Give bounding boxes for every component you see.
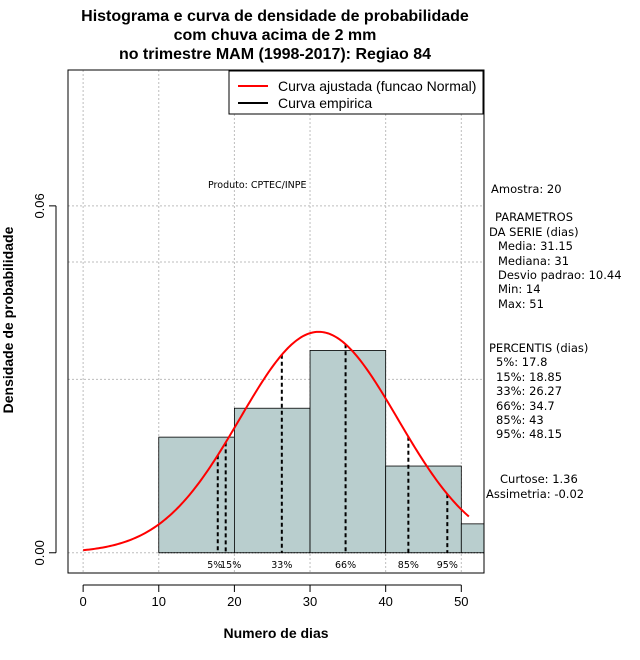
percentile-label: 95% [437,560,458,571]
chart-title-line-2: com chuva acima de 2 mm [174,27,377,44]
histogram-bars [158,350,485,554]
stat-param-title-2: DA SERIE (dias) [489,225,579,239]
percentile-label: 66% [335,560,356,571]
percentile-label: 15% [220,560,241,571]
stat-p33: 33%: 26.27 [496,384,562,398]
percentile-label: 5% [207,560,222,571]
histogram-bar [309,350,387,554]
percentile-lines: 5%15% 33% 66% 85% 95% [207,344,458,571]
histogram-bar [385,465,462,554]
stat-param-title-1: PARAMETROS [495,210,573,224]
stat-assimetria: Assimetria: -0.02 [486,487,584,501]
curve-layer [83,330,470,552]
x-tick-label: 50 [454,594,468,609]
x-tick-label: 10 [152,594,166,609]
stat-desvio: Desvio padrao: 10.44 [498,268,622,282]
x-tick-label: 30 [303,594,317,609]
normal-curve [83,330,470,552]
histogram-bar [158,436,235,554]
stat-curtose: Curtose: 1.36 [500,472,578,486]
stat-mediana: Mediana: 31 [498,254,569,268]
histogram-bar [460,523,485,554]
stat-p66: 66%: 34.7 [496,399,555,413]
stat-max: Max: 51 [498,297,544,311]
stat-p85: 85%: 43 [496,413,544,427]
percentile-label: 85% [398,560,419,571]
legend: Curva ajustada (funcao Normal) Curva emp… [228,70,484,115]
legend-normal-label: Curva ajustada (funcao Normal) [278,78,476,94]
x-axis-label: Numero de dias [223,625,328,641]
y-axis-label: Densidade de probabilidade [0,226,16,413]
y-tick-label: 0.00 [32,540,47,565]
axes-layer: 0 10 20 30 40 50 0.00 0.06 [32,193,469,609]
stat-percentis-title: PERCENTIS (dias) [489,341,588,355]
stat-amostra: Amostra: 20 [491,182,562,196]
stat-p95: 95%: 48.15 [496,427,562,441]
percentile-label: 33% [271,560,292,571]
chart-title-line-3: no trimestre MAM (1998-2017): Regiao 84 [119,46,431,63]
x-tick-label: 0 [80,594,87,609]
y-tick-label: 0.06 [32,193,47,218]
stat-media: Media: 31.15 [498,239,573,253]
chart-title-line-1: Histograma e curva de densidade de proba… [81,8,469,25]
legend-box [228,70,484,115]
stat-min: Min: 14 [498,282,541,296]
stat-p15: 15%: 18.85 [496,370,562,384]
stats-panel: Amostra: 20 PARAMETROS DA SERIE (dias) M… [486,182,622,501]
product-label: Produto: CPTEC/INPE [208,180,307,191]
legend-empirical-label: Curva empirica [278,95,372,111]
histogram-bar [233,407,311,554]
x-tick-label: 20 [227,594,241,609]
stat-p5: 5%: 17.8 [496,355,547,369]
x-tick-label: 40 [378,594,392,609]
plot-frame [67,69,485,574]
